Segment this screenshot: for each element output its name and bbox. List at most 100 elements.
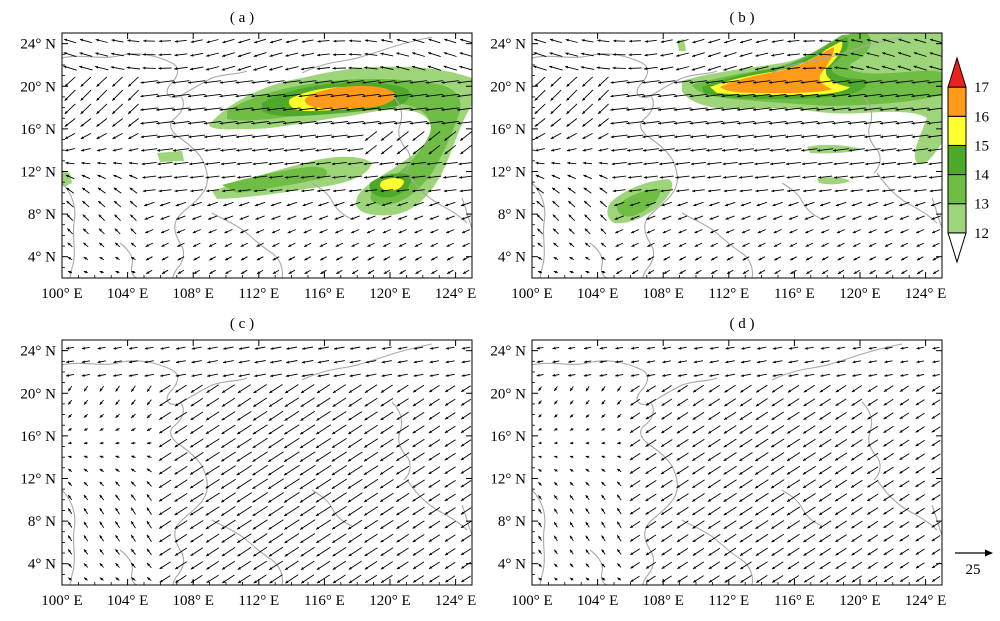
lat-tick-label: 24° N bbox=[20, 37, 56, 53]
coastline bbox=[781, 489, 823, 527]
lon-tick-label: 112° E bbox=[238, 593, 279, 609]
lon-tick-label: 100° E bbox=[41, 593, 82, 609]
wind-vectors bbox=[533, 38, 942, 275]
lon-tick-label: 112° E bbox=[238, 286, 279, 302]
lat-tick-label: 20° N bbox=[490, 79, 526, 95]
wind-vectors bbox=[63, 38, 472, 275]
panel-c-map: 100° E 104° E 108° E 112° E 116° E 120° E 124°… bbox=[20, 339, 476, 609]
panel-frame bbox=[61, 32, 473, 279]
coastline bbox=[62, 360, 248, 405]
colorbar-level-label: 14 bbox=[974, 168, 990, 184]
lat-tick-label: 12° N bbox=[490, 164, 526, 180]
panel-d-title: ( d ) bbox=[730, 316, 755, 332]
shaded-contour-level-1 bbox=[62, 171, 72, 187]
coastline bbox=[781, 182, 823, 220]
colorbar-level-label: 17 bbox=[974, 80, 990, 96]
coastline bbox=[301, 36, 433, 74]
lon-tick-label: 124° E bbox=[905, 286, 946, 302]
coastline bbox=[211, 212, 284, 278]
panel-d-map: 100° E 104° E 108° E 112° E 116° E 120° E 124°… bbox=[490, 339, 946, 609]
panel-b-title: ( b ) bbox=[730, 10, 755, 26]
coastline bbox=[532, 489, 546, 585]
coastline bbox=[461, 197, 472, 229]
panel-frame bbox=[531, 32, 943, 279]
lon-tick-label: 124° E bbox=[435, 286, 476, 302]
shaded-contour-level-2 bbox=[222, 166, 328, 193]
panel-frame bbox=[531, 339, 943, 586]
coastline bbox=[640, 401, 678, 585]
lat-tick-label: 4° N bbox=[28, 557, 56, 573]
coastline bbox=[62, 182, 76, 278]
lat-tick-label: 24° N bbox=[490, 37, 526, 53]
lon-tick-label: 100° E bbox=[41, 286, 82, 302]
lat-tick-label: 16° N bbox=[490, 122, 526, 138]
lon-tick-label: 104° E bbox=[107, 286, 148, 302]
coastline bbox=[301, 343, 433, 381]
lat-tick-label: 4° N bbox=[498, 557, 526, 573]
coastline bbox=[170, 401, 208, 585]
shaded-contour-level-4 bbox=[380, 178, 404, 191]
wind-vectors bbox=[536, 346, 941, 583]
coastline bbox=[406, 172, 468, 224]
lon-tick-label: 108° E bbox=[172, 286, 213, 302]
colorbar-level-label: 12 bbox=[974, 226, 989, 242]
lat-tick-label: 4° N bbox=[498, 250, 526, 266]
lat-tick-label: 16° N bbox=[20, 122, 56, 138]
coastline bbox=[589, 549, 608, 585]
coastline bbox=[170, 94, 208, 278]
colorbar-swatch bbox=[947, 86, 967, 117]
colorbar-legend: 12 13 14 15 16 17 bbox=[947, 56, 990, 264]
coastline bbox=[589, 242, 608, 278]
lat-tick-label: 12° N bbox=[20, 164, 56, 180]
lat-tick-label: 12° N bbox=[20, 471, 56, 487]
lon-tick-label: 100° E bbox=[511, 286, 552, 302]
lat-tick-label: 16° N bbox=[490, 429, 526, 445]
coastline bbox=[532, 360, 718, 405]
panel-c-title: ( c ) bbox=[230, 316, 254, 332]
panel-a-title: ( a ) bbox=[230, 10, 254, 26]
lon-tick-label: 120° E bbox=[839, 593, 880, 609]
colorbar-swatch bbox=[947, 56, 967, 88]
coastline bbox=[211, 519, 284, 585]
lat-tick-label: 20° N bbox=[20, 79, 56, 95]
lon-tick-label: 124° E bbox=[905, 593, 946, 609]
lon-tick-label: 116° E bbox=[774, 286, 815, 302]
coastline bbox=[861, 401, 881, 481]
panel-frame bbox=[61, 339, 473, 586]
lat-tick-label: 8° N bbox=[28, 207, 56, 223]
shaded-contour-level-1 bbox=[157, 151, 184, 162]
colorbar-swatch bbox=[947, 115, 967, 146]
colorbar-swatch bbox=[947, 174, 967, 205]
lat-tick-label: 24° N bbox=[20, 344, 56, 360]
coastline bbox=[406, 479, 468, 531]
coastline bbox=[391, 401, 411, 481]
reference-vector-label: 25 bbox=[966, 562, 981, 578]
shaded-contour-level-5 bbox=[304, 86, 396, 109]
lat-tick-label: 8° N bbox=[498, 207, 526, 223]
lat-tick-label: 8° N bbox=[498, 514, 526, 530]
lon-tick-label: 116° E bbox=[304, 286, 345, 302]
lon-tick-label: 120° E bbox=[369, 286, 410, 302]
lon-tick-label: 112° E bbox=[708, 593, 749, 609]
colorbar-level-label: 16 bbox=[974, 109, 990, 125]
coastline bbox=[771, 343, 903, 381]
lat-tick-label: 12° N bbox=[490, 471, 526, 487]
wind-vectors bbox=[65, 346, 472, 584]
lat-tick-label: 20° N bbox=[20, 386, 56, 402]
lon-tick-label: 108° E bbox=[172, 593, 213, 609]
coastline bbox=[681, 212, 754, 278]
coastline bbox=[681, 519, 754, 585]
lon-tick-label: 120° E bbox=[369, 593, 410, 609]
coastline bbox=[876, 172, 938, 224]
coastline bbox=[876, 479, 938, 531]
lon-tick-label: 108° E bbox=[642, 593, 683, 609]
lon-tick-label: 108° E bbox=[642, 286, 683, 302]
lat-tick-label: 4° N bbox=[28, 250, 56, 266]
lat-tick-label: 24° N bbox=[490, 344, 526, 360]
lat-tick-label: 20° N bbox=[490, 386, 526, 402]
colorbar-level-label: 15 bbox=[974, 138, 989, 154]
colorbar-swatch bbox=[947, 144, 967, 176]
lon-tick-label: 116° E bbox=[304, 593, 345, 609]
coastline bbox=[119, 242, 138, 278]
